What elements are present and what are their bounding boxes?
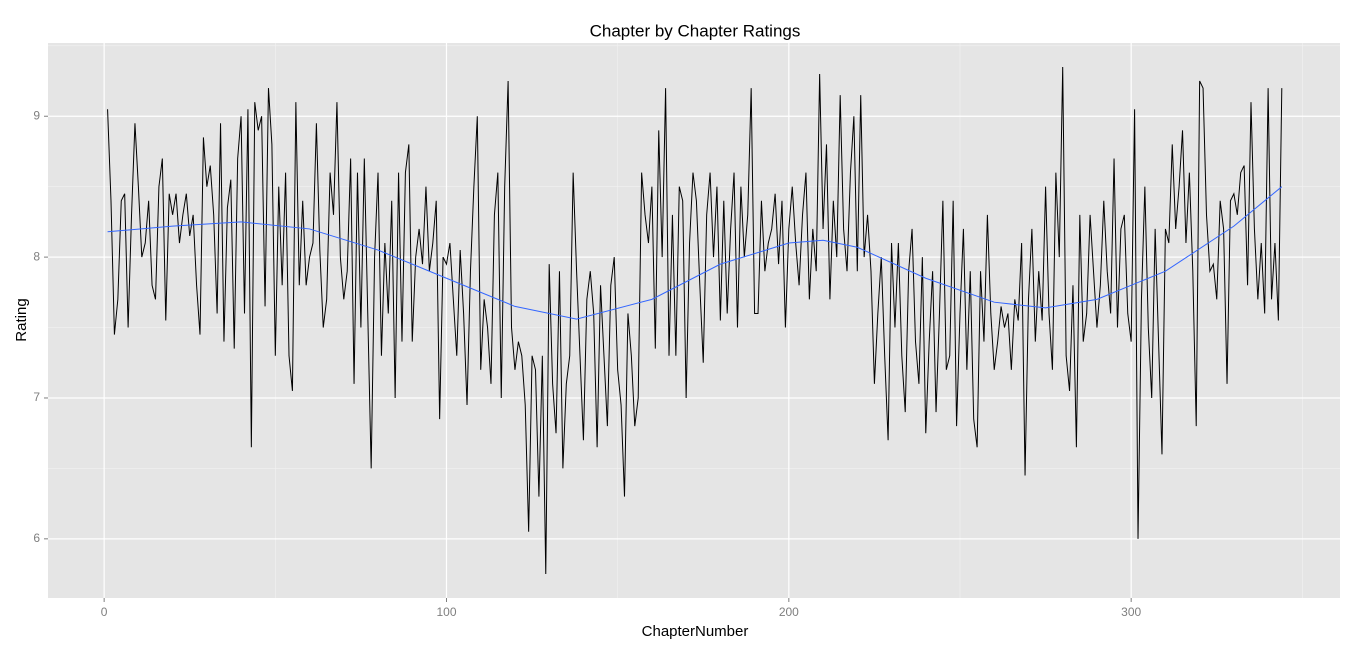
- x-tick-label: 0: [101, 605, 108, 619]
- y-tick-label: 8: [33, 249, 40, 263]
- chart-title: Chapter by Chapter Ratings: [590, 21, 801, 40]
- x-tick-label: 300: [1121, 605, 1141, 619]
- y-tick-label: 7: [33, 390, 40, 404]
- x-tick-label: 200: [779, 605, 799, 619]
- y-tick-label: 9: [33, 108, 40, 122]
- y-tick-label: 6: [33, 531, 40, 545]
- plot-background: [48, 43, 1340, 598]
- rating-line: [107, 66, 1283, 575]
- x-tick-label: 100: [436, 605, 456, 619]
- x-axis-label: ChapterNumber: [642, 623, 749, 640]
- y-axis-label: Rating: [13, 298, 30, 341]
- smooth-line: [107, 186, 1283, 320]
